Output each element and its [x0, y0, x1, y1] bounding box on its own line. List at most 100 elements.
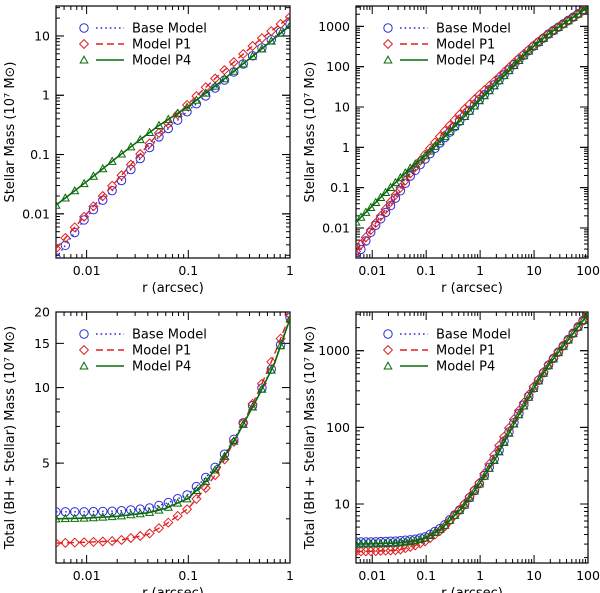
- axis-ticks: [355, 6, 589, 258]
- x-tick-label: 1: [476, 263, 484, 278]
- data-point-p4: [400, 168, 411, 177]
- data-point-p4: [459, 500, 470, 509]
- data-point-p4: [60, 193, 71, 202]
- y-axis-title: Total (BH + Stellar) Mass: [303, 384, 318, 550]
- x-tick-label: 1: [286, 263, 294, 278]
- axis-ticks: [55, 311, 291, 564]
- y-axis-unit: (10⁷ M⊙): [303, 326, 318, 384]
- y-tick-label: 1000: [318, 19, 350, 34]
- data-point-p4: [79, 513, 89, 522]
- data-point-p1: [172, 510, 183, 522]
- data-point-p4: [469, 486, 480, 495]
- data-point-p4: [116, 149, 127, 158]
- legend-marker-p4: [383, 55, 393, 64]
- data-point-p4: [191, 485, 202, 494]
- y-axis-unit: (10⁷ M⊙): [3, 326, 18, 384]
- data-point-p4: [494, 446, 504, 456]
- data-point-p1: [97, 190, 108, 202]
- data-point-p4: [60, 513, 71, 523]
- y-axis-unit: (10⁷ M⊙): [3, 61, 18, 119]
- data-point-p1: [390, 545, 401, 556]
- data-point-p1: [390, 189, 401, 200]
- data-point-p1: [135, 530, 146, 542]
- data-point-p4: [107, 156, 117, 165]
- data-point-p4: [440, 131, 450, 141]
- data-point-p4: [583, 6, 588, 11]
- data-point-base: [98, 506, 108, 517]
- data-point-p4: [405, 536, 415, 545]
- plot-frame: [355, 5, 589, 259]
- data-point-p4: [88, 171, 99, 180]
- legend-marker-p4: [383, 361, 393, 370]
- data-point-p1: [275, 18, 286, 30]
- data-point-p1: [375, 545, 386, 556]
- x-tick-label: 10: [526, 263, 542, 278]
- data-point-p4: [107, 511, 117, 521]
- data-point-p4: [494, 75, 504, 85]
- data-point-p1: [356, 239, 367, 250]
- data-point-p1: [69, 537, 80, 548]
- data-point-p4: [524, 392, 534, 401]
- data-point-p4: [266, 36, 276, 45]
- data-point-p1: [181, 99, 193, 111]
- data-point-p4: [445, 515, 455, 524]
- data-point-p4: [163, 114, 173, 123]
- data-point-p1: [356, 246, 362, 257]
- data-point-p4: [371, 538, 381, 548]
- data-point-p4: [484, 85, 494, 95]
- data-point-p4: [395, 537, 406, 547]
- y-tick-label: 0.1: [330, 180, 350, 195]
- data-point-p4: [420, 150, 430, 160]
- data-point-p4: [479, 90, 489, 100]
- data-point-p4: [533, 375, 544, 385]
- data-point-p1: [469, 94, 480, 105]
- data-point-p4: [229, 436, 239, 445]
- data-point-p1: [439, 521, 450, 532]
- data-point-p1: [385, 545, 396, 556]
- data-point-base: [60, 507, 71, 517]
- data-point-p4: [450, 121, 460, 131]
- data-point-p1: [284, 11, 290, 22]
- data-point-p1: [266, 25, 277, 37]
- data-point-p1: [78, 537, 90, 548]
- data-point-p4: [440, 520, 450, 529]
- data-point-p4: [201, 88, 211, 97]
- plot-frame: [355, 311, 589, 564]
- data-point-p1: [553, 346, 564, 357]
- data-point-p4: [415, 155, 425, 164]
- data-point-p4: [361, 539, 371, 548]
- legend-marker-p1: [382, 344, 394, 356]
- y-axis-label: Total (BH + Stellar) Mass (10⁷ M⊙): [3, 326, 18, 551]
- data-point-p4: [484, 463, 494, 472]
- data-point-p4: [88, 512, 99, 522]
- data-point-p4: [509, 60, 519, 69]
- data-point-p4: [405, 163, 415, 172]
- data-point-p4: [583, 312, 588, 318]
- data-point-p4: [210, 81, 220, 90]
- data-point-p1: [228, 436, 239, 447]
- data-point-p1: [395, 544, 406, 555]
- data-point-p1: [88, 536, 99, 548]
- data-point-p4: [361, 207, 371, 216]
- legend-label-p4: Model P4: [132, 360, 191, 375]
- y-axis-label: Stellar Mass (10⁷ M⊙): [303, 61, 318, 202]
- data-point-p4: [144, 507, 155, 516]
- data-point-p4: [464, 106, 475, 115]
- data-point-p4: [464, 493, 475, 502]
- data-point-p4: [376, 192, 386, 201]
- data-point-p4: [474, 95, 485, 105]
- legend-marker-base: [383, 23, 393, 33]
- data-point-base: [116, 506, 127, 516]
- data-point-base: [56, 507, 61, 517]
- data-point-p4: [553, 347, 564, 357]
- data-point-p4: [56, 513, 61, 523]
- data-point-p4: [380, 538, 391, 547]
- y-tick-label: 20: [34, 305, 50, 320]
- data-point-p1: [385, 196, 396, 208]
- data-point-p4: [514, 409, 524, 419]
- data-point-base: [229, 434, 239, 444]
- data-point-p4: [548, 354, 559, 363]
- data-point-p4: [519, 401, 529, 410]
- data-point-p4: [356, 539, 361, 548]
